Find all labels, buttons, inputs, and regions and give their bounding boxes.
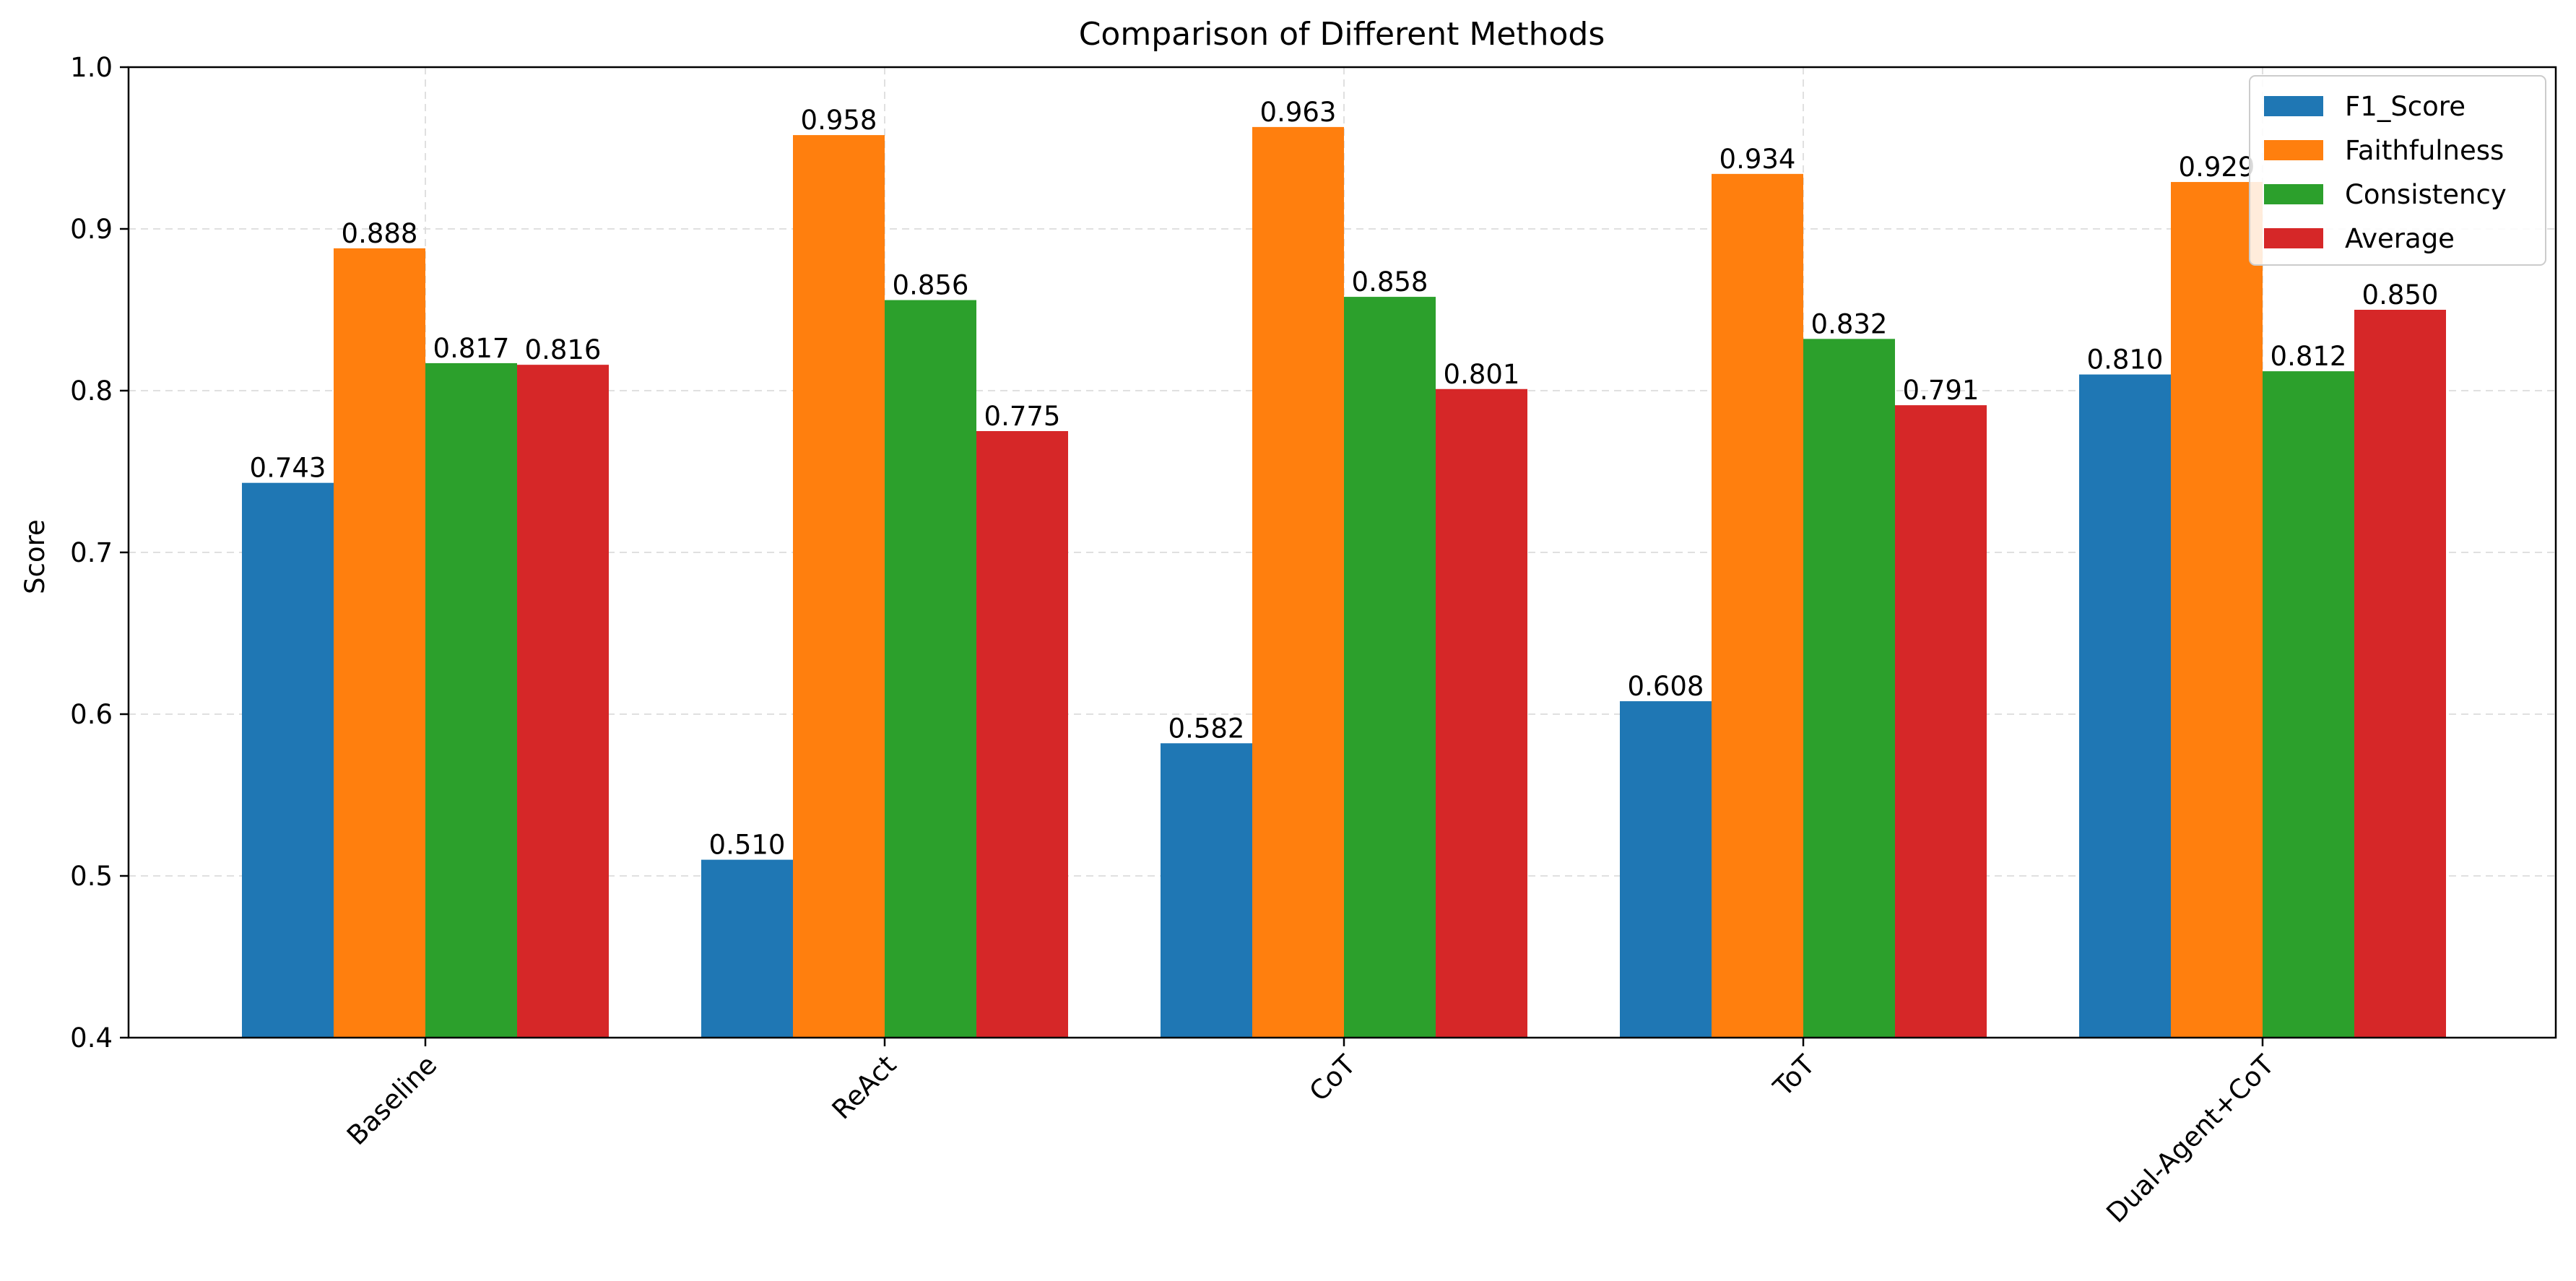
legend-swatch bbox=[2264, 184, 2323, 204]
bar-value-label: 0.817 bbox=[433, 333, 510, 364]
chart-title: Comparison of Different Methods bbox=[1079, 16, 1605, 53]
bar-value-label: 0.963 bbox=[1260, 97, 1337, 128]
legend-label: Consistency bbox=[2345, 179, 2507, 210]
bar bbox=[1344, 297, 1436, 1038]
y-tick-label: 0.6 bbox=[70, 699, 113, 730]
bar bbox=[2354, 310, 2446, 1038]
bar bbox=[1161, 743, 1252, 1038]
legend-swatch bbox=[2264, 228, 2323, 248]
bar bbox=[517, 365, 609, 1038]
bar-value-label: 0.510 bbox=[709, 830, 786, 861]
bar bbox=[1803, 339, 1895, 1038]
legend: F1_Score Faithfulness Consistency Average bbox=[2249, 75, 2546, 266]
y-tick-label: 1.0 bbox=[70, 52, 113, 83]
bar-value-label: 0.832 bbox=[1811, 308, 1888, 339]
y-tick-label: 0.9 bbox=[70, 214, 113, 245]
bar bbox=[1895, 405, 1987, 1038]
y-axis-label: Score bbox=[19, 519, 51, 594]
bar bbox=[976, 431, 1068, 1038]
bar bbox=[242, 482, 334, 1038]
bar-value-label: 0.608 bbox=[1628, 671, 1704, 702]
bar bbox=[2263, 371, 2354, 1038]
bar-value-label: 0.858 bbox=[1352, 266, 1428, 298]
bar bbox=[1712, 173, 1803, 1038]
bar-value-label: 0.801 bbox=[1444, 359, 1520, 390]
y-tick-label: 0.4 bbox=[70, 1022, 113, 1054]
y-tick-label: 0.5 bbox=[70, 861, 113, 892]
bar-value-label: 0.816 bbox=[525, 334, 602, 365]
bar bbox=[1252, 126, 1344, 1038]
bar bbox=[1436, 388, 1527, 1038]
legend-label: Faithfulness bbox=[2345, 135, 2504, 166]
bar bbox=[425, 362, 517, 1038]
data-labels: 0.743 0.510 0.582 0.608 0.810 0.888 0.958 0.963… bbox=[250, 97, 2439, 861]
bar-value-label: 0.743 bbox=[250, 453, 326, 484]
bar-value-label: 0.791 bbox=[1903, 375, 1979, 406]
bar-value-label: 0.929 bbox=[2179, 152, 2255, 183]
bar-value-label: 0.888 bbox=[342, 218, 418, 249]
legend-label: F1_Score bbox=[2345, 91, 2466, 122]
legend-swatch bbox=[2264, 96, 2323, 116]
bar-value-label: 0.934 bbox=[1719, 144, 1796, 175]
y-tick-label: 0.7 bbox=[70, 537, 113, 568]
bar bbox=[793, 135, 885, 1038]
bar bbox=[2171, 182, 2263, 1038]
bar bbox=[701, 859, 793, 1038]
bar bbox=[885, 300, 976, 1038]
bar bbox=[2079, 374, 2171, 1038]
bar-value-label: 0.812 bbox=[2271, 341, 2347, 372]
bars bbox=[242, 126, 2446, 1038]
bar-value-label: 0.582 bbox=[1168, 713, 1245, 744]
legend-label: Average bbox=[2345, 223, 2455, 254]
bar-value-label: 0.810 bbox=[2087, 344, 2164, 375]
y-tick-label: 0.8 bbox=[70, 375, 113, 407]
bar-value-label: 0.850 bbox=[2362, 279, 2439, 311]
bar bbox=[334, 248, 425, 1038]
legend-swatch bbox=[2264, 140, 2323, 160]
bar-value-label: 0.775 bbox=[984, 401, 1061, 432]
bar bbox=[1620, 701, 1712, 1038]
legend-box bbox=[2249, 75, 2546, 266]
bar-value-label: 0.958 bbox=[801, 105, 877, 136]
bar-value-label: 0.856 bbox=[893, 270, 969, 301]
